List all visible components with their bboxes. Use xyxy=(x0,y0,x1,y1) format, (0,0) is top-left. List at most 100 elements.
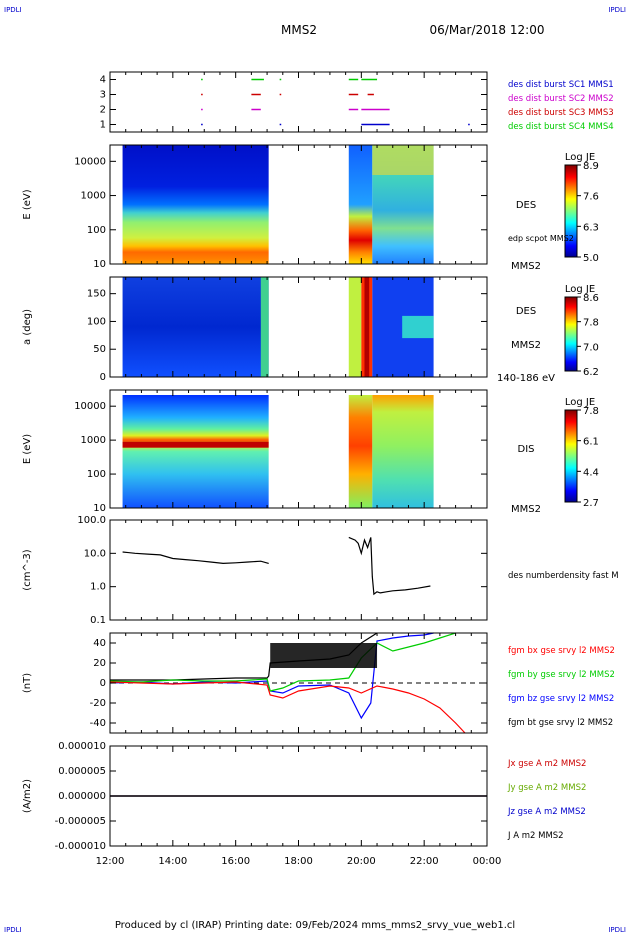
colorbar-title: Log JE xyxy=(565,397,595,408)
y-tick-label: 1000 xyxy=(81,435,106,446)
spectrogram-block xyxy=(122,277,269,377)
spectrogram-block xyxy=(122,395,269,508)
legend-entry: des numberdensity fast M xyxy=(508,571,619,581)
y-axis-label: E (eV) xyxy=(22,434,33,464)
y-tick-label: 10000 xyxy=(74,401,106,412)
corner-label: IPDLI xyxy=(608,6,626,14)
legend-entry: des dist burst SC4 MMS4 xyxy=(508,122,614,132)
footer-credit: Produced by cl (IRAP) Printing date: 09/… xyxy=(115,920,515,931)
colorbar-tick-label: 7.8 xyxy=(583,406,599,417)
panel-spacecraft: MMS2 xyxy=(511,340,541,351)
legend-entry: fgm bx gse srvy l2 MMS2 xyxy=(508,646,615,656)
colorbar-tick-label: 6.3 xyxy=(583,222,599,233)
y-tick-label: 0.1 xyxy=(90,615,106,626)
colorbar-tick-label: 2.7 xyxy=(583,498,599,509)
legend-entry: Jx gse A m2 MMS2 xyxy=(507,759,586,769)
y-tick-label: 1 xyxy=(100,120,106,131)
panel-sublabel: edp scpot MMS2 xyxy=(508,234,574,243)
y-tick-label: 10.0 xyxy=(84,548,106,559)
y-tick-label: 2 xyxy=(100,105,106,116)
y-tick-label: 100.0 xyxy=(77,515,106,526)
y-tick-label: 150 xyxy=(87,289,106,300)
legend-entry: Jy gse A m2 MMS2 xyxy=(507,783,586,793)
y-tick-label: -0.000005 xyxy=(55,816,106,827)
corner-label: IPDLI xyxy=(4,6,22,14)
y-tick-label: 50 xyxy=(93,344,106,355)
y-tick-label: 1.0 xyxy=(90,582,106,593)
panel-label: DES xyxy=(516,200,536,211)
y-tick-label: 100 xyxy=(87,469,106,480)
legend-entry: des dist burst SC2 MMS2 xyxy=(508,94,614,104)
y-tick-label: 100 xyxy=(87,225,106,236)
colorbar-tick-label: 7.6 xyxy=(583,192,599,203)
panel-spacecraft: MMS2 xyxy=(511,504,541,515)
field-line xyxy=(109,681,466,734)
x-tick-label: 14:00 xyxy=(158,856,187,867)
spectrogram-block xyxy=(348,145,373,264)
y-axis-label: a (deg) xyxy=(22,309,33,345)
spectrogram-block xyxy=(348,277,362,377)
y-axis-label: (cm^-3) xyxy=(22,549,33,590)
legend-entry: fgm bt gse srvy l2 MMS2 xyxy=(508,718,613,728)
legend-entry: des dist burst SC3 MMS3 xyxy=(508,108,614,118)
energy-range: 140-186 eV xyxy=(497,373,555,384)
x-tick-label: 20:00 xyxy=(347,856,376,867)
legend-entry: fgm by gse srvy l2 MMS2 xyxy=(508,670,615,680)
y-tick-label: 10 xyxy=(93,503,106,514)
density-line xyxy=(122,551,269,565)
density-frame xyxy=(109,519,488,621)
colorbar-tick-label: 6.2 xyxy=(583,367,599,378)
y-axis-label: (A/m2) xyxy=(22,779,33,813)
colorbar-tick-label: 7.0 xyxy=(583,342,599,353)
spectrogram-block xyxy=(372,145,434,175)
spacecraft-title: MMS2 xyxy=(281,23,317,37)
x-tick-label: 16:00 xyxy=(221,856,250,867)
y-tick-label: 4 xyxy=(100,75,106,86)
density-line xyxy=(348,536,431,596)
colorbar-tick-label: 7.8 xyxy=(583,318,599,329)
spectrogram-block xyxy=(372,395,434,508)
y-tick-label: -40 xyxy=(90,718,106,729)
colorbar-title: Log JE xyxy=(565,152,595,163)
y-tick-label: 40 xyxy=(93,638,106,649)
x-tick-label: 12:00 xyxy=(96,856,125,867)
colorbar xyxy=(564,296,578,372)
x-tick-label: 22:00 xyxy=(410,856,439,867)
y-tick-label: 10000 xyxy=(74,156,106,167)
y-tick-label: 100 xyxy=(87,316,106,327)
y-tick-label: -0.000010 xyxy=(55,841,106,852)
field-noise-band xyxy=(270,643,378,668)
y-axis-label: (nT) xyxy=(22,673,33,693)
y-tick-label: 0.000000 xyxy=(58,791,106,802)
panel-label: DIS xyxy=(518,444,535,455)
spectrogram-block xyxy=(364,277,370,377)
x-tick-label: 00:00 xyxy=(473,856,502,867)
field-line xyxy=(109,632,456,692)
spectrogram-block xyxy=(122,441,269,448)
corner-label: IPDLI xyxy=(4,926,22,934)
date-title: 06/Mar/2018 12:00 xyxy=(430,23,545,37)
y-tick-label: 1000 xyxy=(81,191,106,202)
y-tick-label: 0 xyxy=(100,372,106,383)
legend-entry: J A m2 MMS2 xyxy=(507,831,564,841)
spectrogram-block xyxy=(122,145,269,264)
colorbar xyxy=(564,164,578,258)
corner-label: IPDLI xyxy=(608,926,626,934)
x-tick-label: 18:00 xyxy=(284,856,313,867)
spectrogram-block xyxy=(260,277,269,377)
y-tick-label: 0.000010 xyxy=(58,741,106,752)
y-tick-label: 0 xyxy=(100,678,106,689)
colorbar-tick-label: 8.6 xyxy=(583,293,599,304)
spectrogram-block xyxy=(402,315,434,339)
legend-entry: des dist burst SC1 MMS1 xyxy=(508,80,614,90)
field-line xyxy=(109,632,434,720)
y-tick-label: 20 xyxy=(93,658,106,669)
colorbar-tick-label: 8.9 xyxy=(583,161,599,172)
y-tick-label: 3 xyxy=(100,90,106,101)
spectrogram-block xyxy=(348,395,373,508)
y-tick-label: -20 xyxy=(90,698,106,709)
panel-label: DES xyxy=(516,306,536,317)
y-tick-label: 0.000005 xyxy=(58,766,106,777)
burst-panel-frame xyxy=(109,71,488,133)
